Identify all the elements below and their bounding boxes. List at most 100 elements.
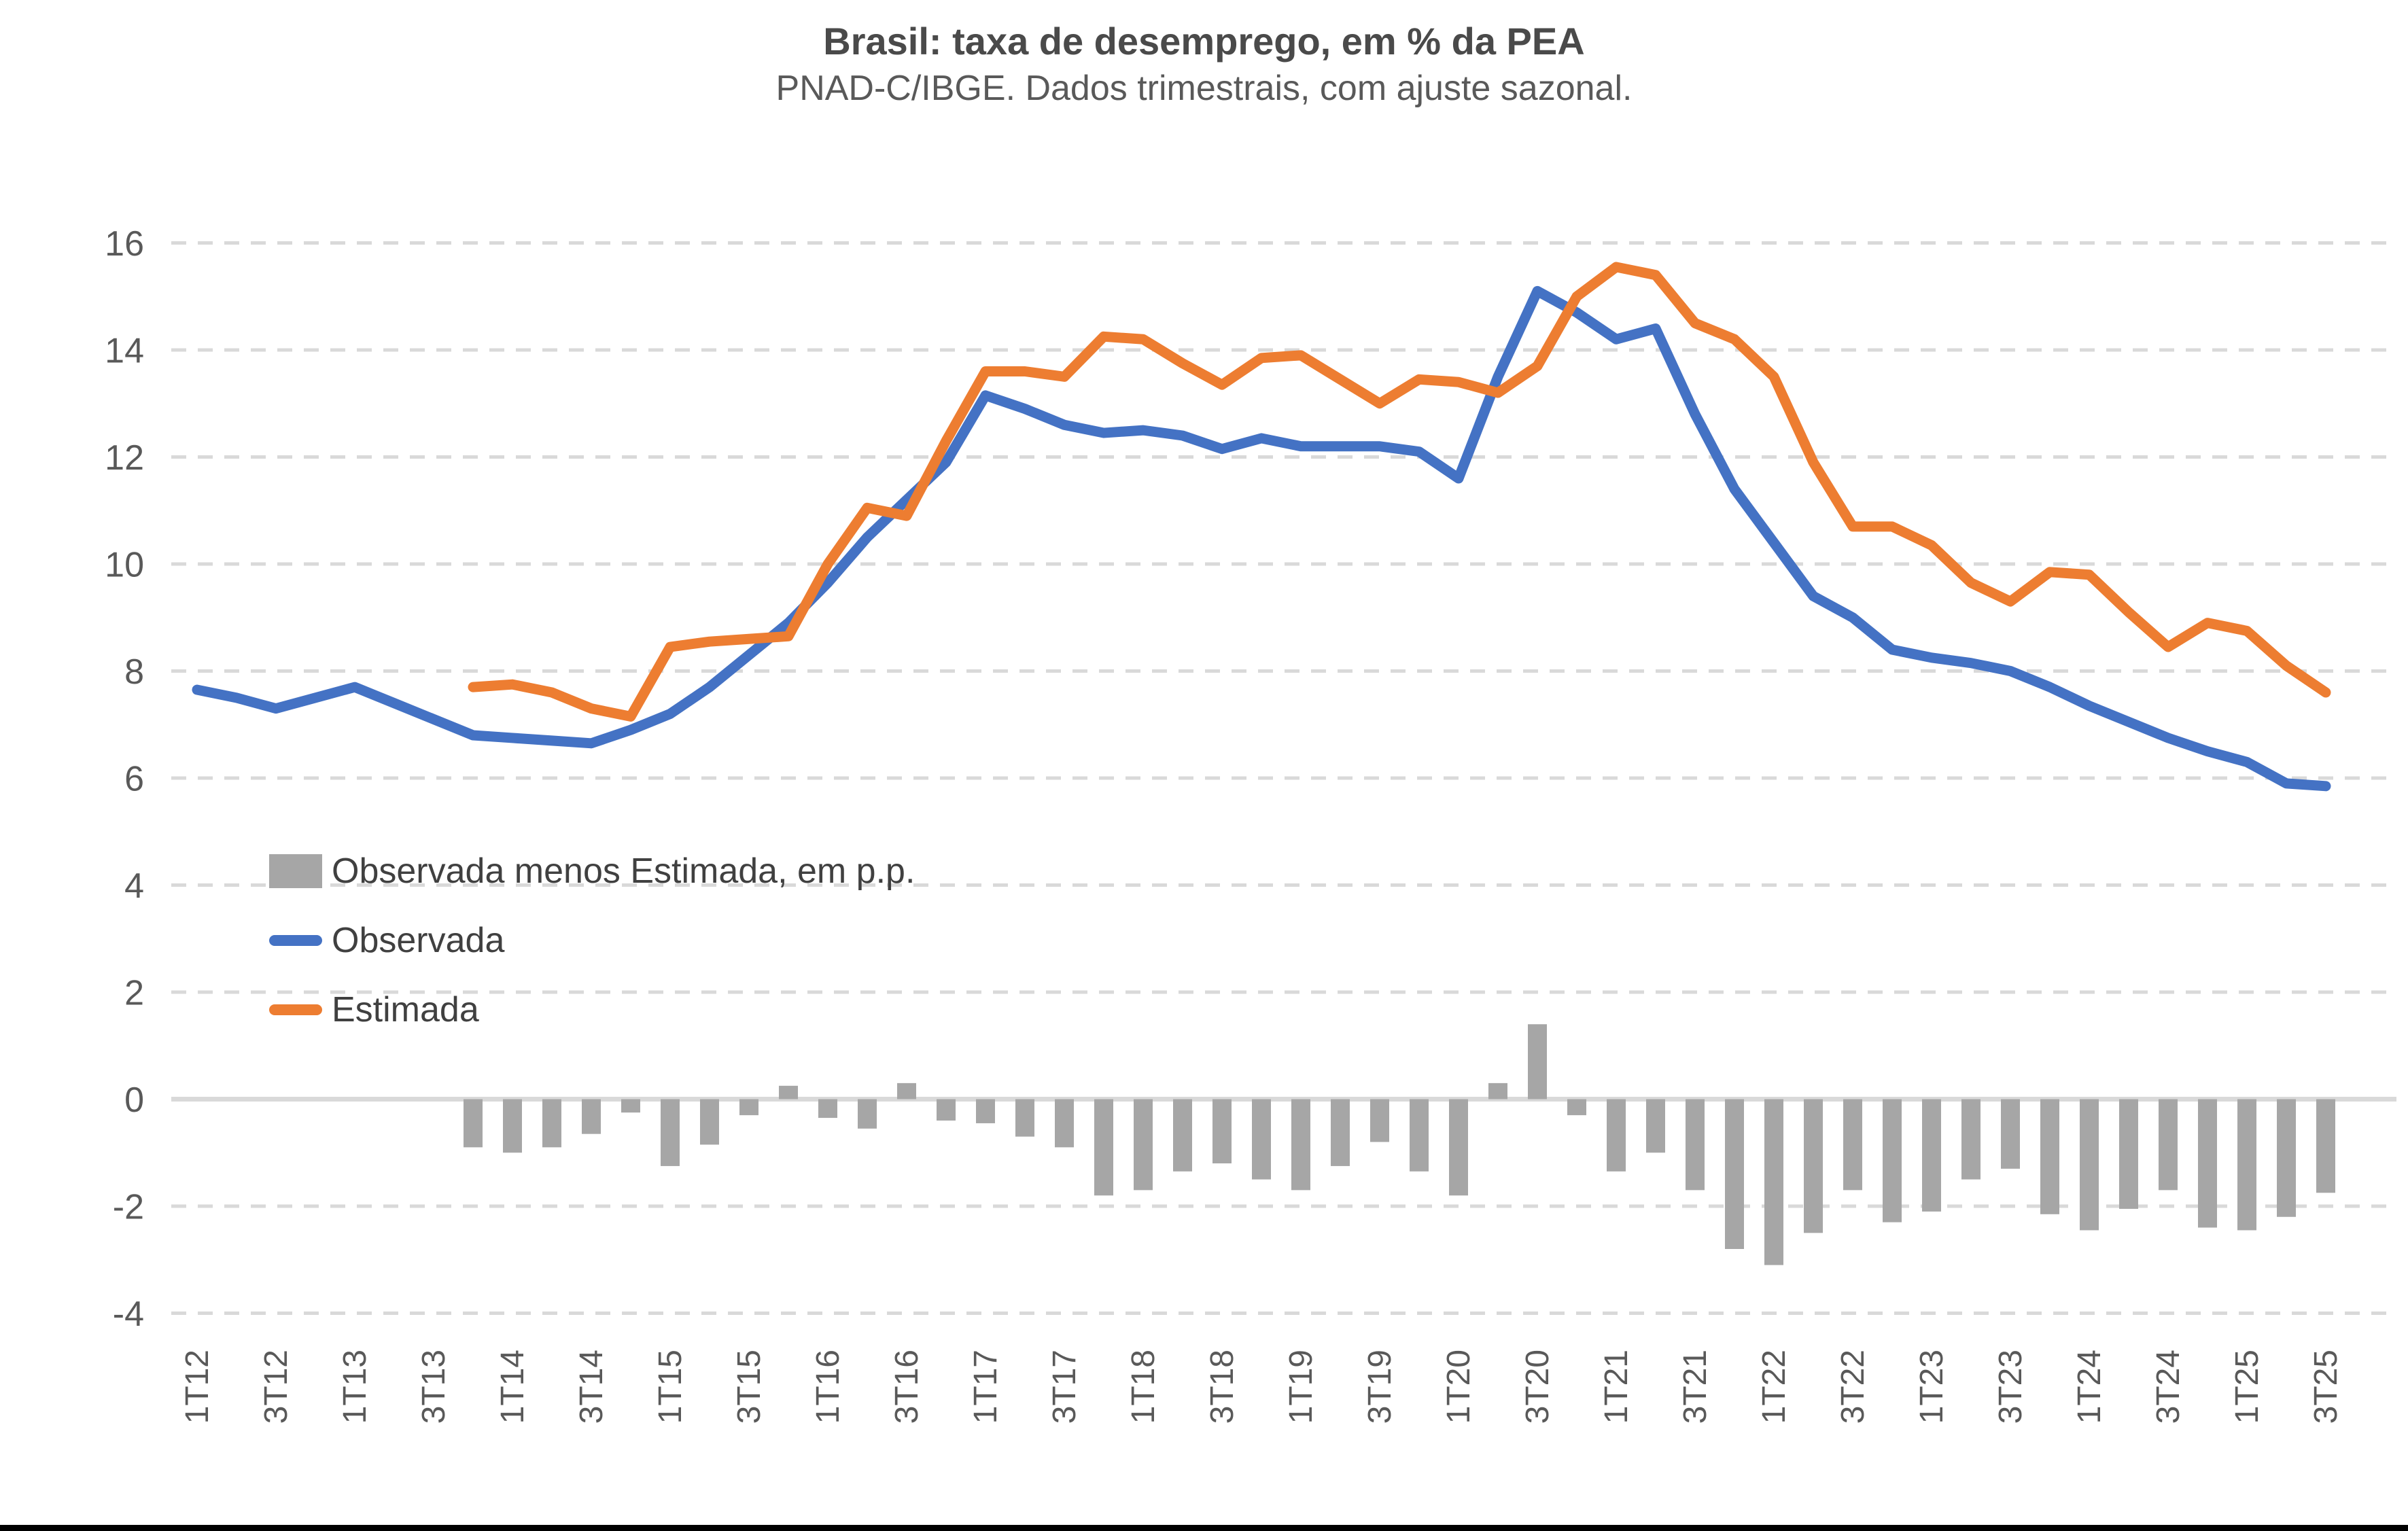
x-tick-label: 3T22 bbox=[1835, 1350, 1871, 1424]
diff-bar-2T21 bbox=[1646, 1099, 1665, 1153]
x-tick-label: 3T21 bbox=[1677, 1350, 1713, 1424]
legend-item-diff: Observada menos Estimada, em p.p. bbox=[269, 847, 915, 896]
diff-bar-4T22 bbox=[1883, 1099, 1902, 1222]
y-tick-label: 12 bbox=[105, 438, 144, 478]
x-tick-label: 3T14 bbox=[574, 1350, 610, 1424]
y-tick-label: 6 bbox=[124, 760, 144, 799]
legend: Observada menos Estimada, em p.p. Observ… bbox=[269, 847, 915, 1034]
x-axis-labels: 1T12 3T12 1T13 3T13 1T14 3T14 1T15 3T15 1T16 3T16… bbox=[179, 1350, 2344, 1424]
diff-bar-3T17 bbox=[1055, 1099, 1074, 1148]
diff-bar-3T25 bbox=[2316, 1099, 2335, 1193]
x-tick-label: 1T12 bbox=[179, 1350, 215, 1424]
diff-bar-3T19 bbox=[1370, 1099, 1389, 1142]
x-tick-label: 1T23 bbox=[1914, 1350, 1950, 1424]
diff-bar-3T22 bbox=[1843, 1099, 1862, 1191]
x-tick-label: 3T13 bbox=[416, 1350, 452, 1424]
diff-bar-1T23 bbox=[1922, 1099, 1941, 1212]
x-tick-label: 1T15 bbox=[652, 1350, 688, 1424]
gridlines bbox=[171, 241, 2396, 1315]
diff-bar-2T17 bbox=[1015, 1099, 1034, 1137]
diff-bar-2T25 bbox=[2277, 1099, 2296, 1217]
diff-bar-4T13 bbox=[464, 1099, 483, 1148]
y-tick-label: 0 bbox=[124, 1080, 144, 1120]
y-tick-label: -2 bbox=[113, 1188, 144, 1227]
chart-title: Brasil: taxa de desemprego, em % da PEA bbox=[823, 20, 1585, 63]
diff-bar-2T23 bbox=[1961, 1099, 1981, 1180]
y-tick-label: 8 bbox=[124, 652, 144, 692]
diff-bar-3T23 bbox=[2001, 1099, 2020, 1169]
x-tick-label: 3T20 bbox=[1520, 1350, 1556, 1424]
diff-bar-1T19 bbox=[1291, 1099, 1310, 1191]
diff-bar-4T19 bbox=[1410, 1099, 1429, 1172]
diff-bar-3T24 bbox=[2159, 1099, 2178, 1191]
estimated-line-swatch bbox=[269, 1004, 322, 1015]
x-tick-label: 3T12 bbox=[258, 1350, 294, 1424]
diff-bar-4T14 bbox=[621, 1099, 640, 1113]
x-tick-label: 1T25 bbox=[2229, 1350, 2265, 1424]
diff-bar-2T18 bbox=[1173, 1099, 1192, 1172]
x-tick-label: 3T17 bbox=[1047, 1350, 1083, 1424]
diff-bar-2T24 bbox=[2119, 1099, 2138, 1209]
x-tick-label: 1T21 bbox=[1599, 1350, 1635, 1424]
x-tick-label: 1T17 bbox=[968, 1350, 1004, 1424]
diff-bar-4T20 bbox=[1567, 1099, 1586, 1116]
x-tick-label: 3T25 bbox=[2308, 1350, 2344, 1424]
legend-label-estimated: Estimada bbox=[332, 990, 479, 1030]
x-tick-label: 1T22 bbox=[1756, 1350, 1792, 1424]
diff-bar-1T14 bbox=[503, 1099, 522, 1153]
diff-bar-4T17 bbox=[1094, 1099, 1113, 1196]
diff-bar-swatch bbox=[269, 854, 322, 888]
diff-bar-1T15 bbox=[661, 1099, 680, 1166]
diff-bar-4T24 bbox=[2198, 1099, 2217, 1228]
x-tick-label: 1T13 bbox=[337, 1350, 373, 1424]
legend-label-diff: Observada menos Estimada, em p.p. bbox=[332, 851, 915, 891]
y-tick-label: -4 bbox=[113, 1295, 144, 1334]
y-axis-labels: 16 14 12 10 8 6 4 2 0 -2 -4 bbox=[105, 224, 144, 1334]
diff-bar-3T20 bbox=[1528, 1024, 1547, 1099]
diff-bar-1T18 bbox=[1134, 1099, 1153, 1191]
y-tick-label: 10 bbox=[105, 546, 144, 585]
diff-bar-1T22 bbox=[1764, 1099, 1783, 1265]
diff-bar-3T16 bbox=[897, 1083, 916, 1099]
diff-bar-4T15 bbox=[779, 1085, 798, 1099]
diff-bar-1T16 bbox=[818, 1099, 837, 1119]
x-tick-label: 3T16 bbox=[889, 1350, 925, 1424]
diff-bar-2T20 bbox=[1488, 1083, 1507, 1099]
diff-bar-3T15 bbox=[739, 1099, 758, 1116]
diff-bar-3T18 bbox=[1212, 1099, 1232, 1163]
x-tick-label: 1T16 bbox=[810, 1350, 846, 1424]
diff-bars bbox=[464, 1024, 2335, 1265]
x-tick-label: 1T18 bbox=[1126, 1350, 1162, 1424]
x-tick-label: 3T18 bbox=[1204, 1350, 1240, 1424]
series-lines bbox=[192, 262, 2331, 792]
diff-bar-4T21 bbox=[1725, 1099, 1744, 1249]
y-tick-label: 4 bbox=[124, 866, 144, 906]
legend-item-estimated: Estimada bbox=[269, 985, 915, 1034]
diff-bar-2T15 bbox=[700, 1099, 719, 1145]
diff-bar-2T19 bbox=[1331, 1099, 1350, 1166]
legend-label-observed: Observada bbox=[332, 921, 505, 960]
diff-bar-1T20 bbox=[1449, 1099, 1468, 1196]
legend-item-observed: Observada bbox=[269, 916, 915, 965]
diff-bar-4T23 bbox=[2040, 1099, 2059, 1214]
x-tick-label: 3T24 bbox=[2150, 1350, 2186, 1424]
diff-bar-1T21 bbox=[1607, 1099, 1626, 1172]
x-tick-label: 1T20 bbox=[1441, 1350, 1477, 1424]
diff-bar-1T25 bbox=[2237, 1099, 2256, 1231]
x-tick-label: 1T19 bbox=[1283, 1350, 1319, 1424]
y-tick-label: 14 bbox=[105, 332, 144, 371]
diff-bar-3T14 bbox=[582, 1099, 601, 1134]
diff-bar-2T22 bbox=[1804, 1099, 1823, 1233]
observada-line bbox=[192, 285, 2331, 792]
observed-line-swatch bbox=[269, 935, 322, 946]
diff-bar-3T21 bbox=[1686, 1099, 1705, 1191]
diff-bar-1T24 bbox=[2080, 1099, 2099, 1231]
chart-subtitle: PNAD-C/IBGE. Dados trimestrais, com ajus… bbox=[775, 69, 1633, 108]
x-tick-label: 3T23 bbox=[1993, 1350, 2029, 1424]
diff-bar-2T14 bbox=[542, 1099, 561, 1148]
estimada-line bbox=[468, 262, 2331, 722]
diff-bar-1T17 bbox=[976, 1099, 995, 1123]
y-tick-label: 16 bbox=[105, 224, 144, 264]
